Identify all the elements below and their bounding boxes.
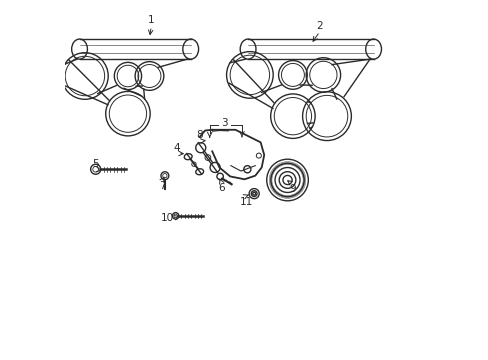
Text: 10: 10 bbox=[161, 213, 174, 222]
Text: 6: 6 bbox=[218, 183, 224, 193]
Text: 1: 1 bbox=[148, 15, 154, 26]
Text: 9: 9 bbox=[289, 184, 296, 194]
Text: 8: 8 bbox=[196, 130, 203, 140]
Text: 3: 3 bbox=[221, 118, 227, 128]
Text: 7: 7 bbox=[159, 181, 165, 192]
Text: 4: 4 bbox=[173, 143, 179, 153]
Text: 11: 11 bbox=[239, 197, 252, 207]
Text: 5: 5 bbox=[92, 159, 99, 169]
Text: 2: 2 bbox=[316, 21, 323, 31]
